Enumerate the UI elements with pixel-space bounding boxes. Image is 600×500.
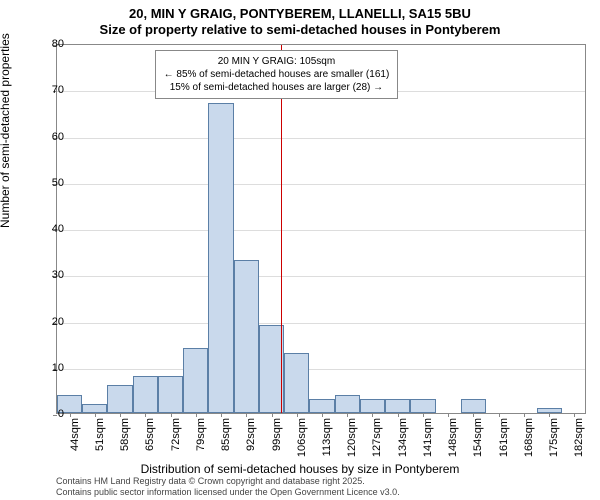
y-tick-label: 20 [34,316,64,328]
x-tick-label: 58sqm [119,418,131,468]
y-tick-label: 0 [34,408,64,420]
x-tick-label: 148sqm [447,418,459,468]
x-tick-label: 85sqm [220,418,232,468]
gridline [57,138,585,139]
x-tick-label: 92sqm [245,418,257,468]
x-tick-label: 106sqm [296,418,308,468]
annotation-line2: ← 85% of semi-detached houses are smalle… [164,68,390,81]
y-tick-label: 70 [34,84,64,96]
x-tick-mark [171,413,172,417]
footer-line1: Contains HM Land Registry data © Crown c… [56,476,400,487]
x-tick-mark [196,413,197,417]
x-tick-label: 175sqm [548,418,560,468]
gridline [57,276,585,277]
x-tick-label: 113sqm [321,418,333,468]
histogram-bar [309,399,334,413]
x-tick-label: 154sqm [472,418,484,468]
gridline [57,323,585,324]
histogram-bar [385,399,410,413]
y-tick-label: 80 [34,38,64,50]
histogram-bar [133,376,158,413]
x-tick-label: 127sqm [371,418,383,468]
x-tick-mark [499,413,500,417]
x-tick-mark [120,413,121,417]
x-tick-mark [221,413,222,417]
x-tick-mark [524,413,525,417]
chart-title-line2: Size of property relative to semi-detach… [0,22,600,37]
chart-title-line1: 20, MIN Y GRAIG, PONTYBEREM, LLANELLI, S… [0,6,600,21]
x-tick-label: 79sqm [195,418,207,468]
x-tick-label: 134sqm [397,418,409,468]
x-tick-mark [347,413,348,417]
x-tick-mark [272,413,273,417]
y-tick-label: 40 [34,223,64,235]
histogram-bar [284,353,309,413]
x-tick-label: 99sqm [271,418,283,468]
plot-area [56,44,586,414]
histogram-bar [360,399,385,413]
x-tick-label: 65sqm [144,418,156,468]
gridline [57,184,585,185]
x-tick-label: 168sqm [523,418,535,468]
x-tick-mark [398,413,399,417]
x-tick-label: 44sqm [69,418,81,468]
annotation-box: 20 MIN Y GRAIG: 105sqm← 85% of semi-deta… [155,50,399,99]
gridline [57,230,585,231]
x-tick-mark [95,413,96,417]
x-tick-mark [246,413,247,417]
x-tick-mark [473,413,474,417]
x-tick-label: 51sqm [94,418,106,468]
x-tick-label: 182sqm [573,418,585,468]
histogram-bar [410,399,435,413]
y-tick-label: 50 [34,177,64,189]
x-tick-label: 141sqm [422,418,434,468]
histogram-bar [461,399,486,413]
x-tick-mark [448,413,449,417]
x-tick-mark [574,413,575,417]
x-tick-mark [145,413,146,417]
y-tick-label: 10 [34,362,64,374]
marker-line [281,45,282,413]
histogram-bar [82,404,107,413]
histogram-bar [335,395,360,414]
x-tick-mark [70,413,71,417]
gridline [57,369,585,370]
histogram-bar [107,385,132,413]
x-tick-mark [549,413,550,417]
footer-line2: Contains public sector information licen… [56,487,400,498]
x-tick-mark [297,413,298,417]
x-tick-label: 72sqm [170,418,182,468]
histogram-bar [208,103,233,413]
y-axis-label: Number of semi-detached properties [0,33,12,228]
x-tick-mark [423,413,424,417]
annotation-line1: 20 MIN Y GRAIG: 105sqm [164,55,390,68]
histogram-bar [183,348,208,413]
x-tick-label: 120sqm [346,418,358,468]
x-tick-mark [322,413,323,417]
y-tick-label: 60 [34,131,64,143]
x-tick-label: 161sqm [498,418,510,468]
histogram-bar [158,376,183,413]
histogram-bar [234,260,259,413]
annotation-line3: 15% of semi-detached houses are larger (… [164,81,390,94]
x-tick-mark [372,413,373,417]
y-tick-label: 30 [34,269,64,281]
footer-attribution: Contains HM Land Registry data © Crown c… [56,476,400,498]
